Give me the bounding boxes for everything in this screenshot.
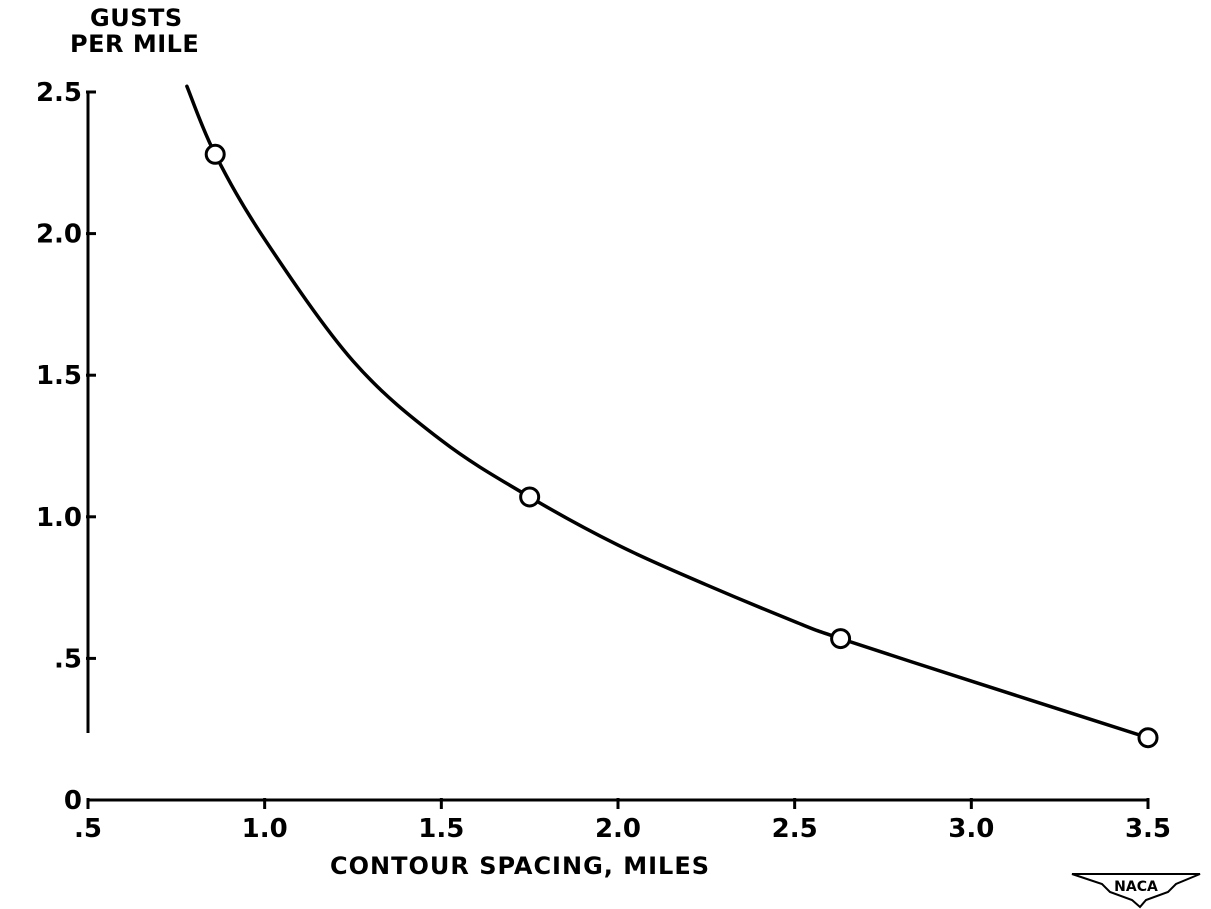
x-tick-label: .5 (74, 814, 102, 844)
x-tick-label: 1.5 (418, 814, 464, 844)
y-tick-label: 1.0 (36, 503, 82, 533)
y-tick-label: .5 (54, 644, 82, 674)
y-tick-label: 2.5 (36, 78, 82, 108)
y-tick-label: 1.5 (36, 361, 82, 391)
data-point (830, 628, 852, 650)
y-tick-label: 0 (64, 786, 82, 816)
x-tick-label: 2.0 (595, 814, 641, 844)
data-point (204, 143, 226, 165)
data-point (1137, 727, 1159, 749)
series-line (185, 84, 1150, 740)
x-tick-label: 2.5 (772, 814, 818, 844)
x-tick-label: 3.0 (948, 814, 994, 844)
naca-logo: NACA (1071, 873, 1201, 909)
x-axis-label: CONTOUR SPACING, MILES (330, 852, 711, 880)
y-axis-label-line-1: GUSTS (90, 4, 183, 32)
y-axis-label-line-2: PER MILE (70, 30, 200, 58)
data-point (519, 486, 541, 508)
y-tick-label: 2.0 (36, 220, 82, 250)
x-tick-label: 1.0 (242, 814, 288, 844)
x-tick-label: 3.5 (1125, 814, 1171, 844)
naca-logo-wings (1071, 873, 1201, 909)
naca-logo-text: NACA (1114, 879, 1158, 895)
